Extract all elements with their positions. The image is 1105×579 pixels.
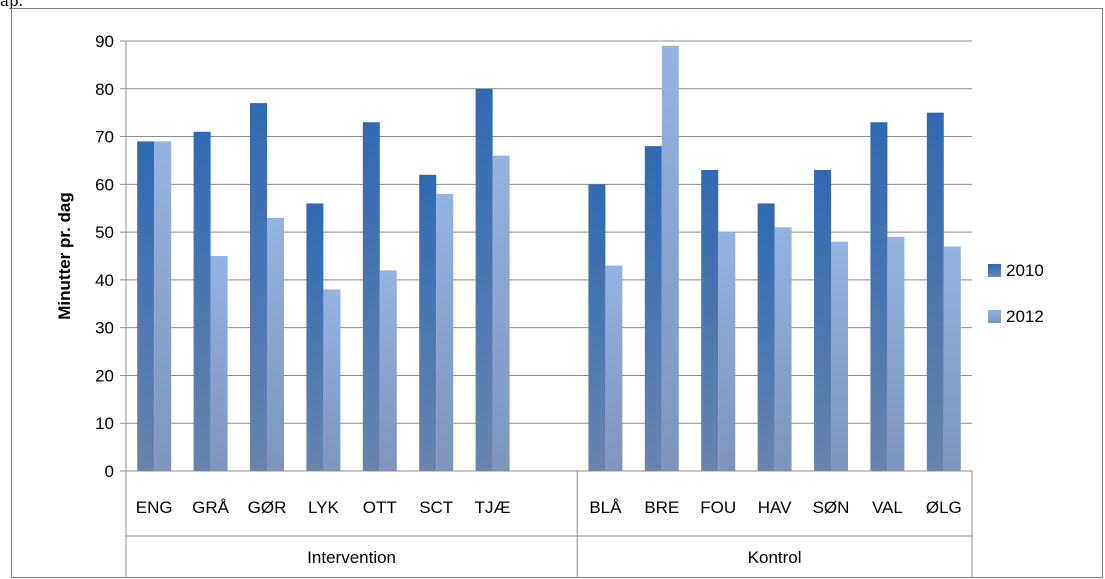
bar-2012 [943, 246, 961, 471]
x-category-label: GØR [248, 498, 287, 517]
y-tick-label: 70 [95, 128, 114, 147]
bar-2010 [701, 170, 719, 471]
y-tick-label: 40 [95, 271, 114, 290]
bar-2012 [887, 236, 905, 471]
y-tick-label: 50 [95, 223, 114, 242]
bar-2012 [718, 232, 736, 471]
x-category-label: BLÅ [589, 498, 622, 517]
y-tick-label: 60 [95, 175, 114, 194]
bars [137, 45, 961, 472]
group-label: Intervention [307, 548, 396, 567]
y-tick-label: 0 [105, 462, 114, 481]
bar-2010 [757, 203, 775, 471]
x-category-label: FOU [700, 498, 736, 517]
y-tick-label: 20 [95, 366, 114, 385]
bar-2012 [831, 241, 848, 471]
legend: 2010 2012 [988, 261, 1044, 326]
bar-2010 [250, 103, 267, 471]
page-top-text: ap. [0, 0, 24, 10]
bar-2010 [588, 184, 606, 472]
bar-2010 [926, 112, 944, 472]
y-axis-title: Minutter pr. dag [55, 192, 74, 320]
bar-2010 [870, 122, 888, 471]
bar-2012 [436, 193, 454, 471]
bar-2012 [774, 227, 792, 471]
bar-2010 [644, 146, 662, 471]
legend-swatch-2010 [988, 264, 1001, 277]
y-tick-label: 30 [95, 319, 114, 338]
x-category-label: OTT [363, 498, 397, 517]
x-category-label: HAV [758, 498, 792, 517]
chart-frame [11, 8, 1103, 578]
group-label: Kontrol [748, 548, 802, 567]
bar-2012 [323, 289, 341, 471]
x-category-label: ENG [136, 498, 173, 517]
legend-swatch-2012 [988, 310, 1001, 323]
bar-2012 [605, 265, 623, 471]
y-tick-label: 90 [95, 32, 114, 51]
bar-2010 [814, 170, 831, 471]
y-tick-label: 10 [95, 414, 114, 433]
bar-2010 [193, 131, 211, 471]
y-tick-label: 80 [95, 80, 114, 99]
bar-2012 [267, 217, 284, 471]
bar-2012 [379, 270, 397, 471]
bar-2010 [419, 174, 437, 471]
x-category-label: TJÆ [475, 498, 511, 517]
x-category-label: ØLG [926, 498, 962, 517]
bar-2010 [306, 203, 324, 471]
axes: 0 10 20 30 40 50 60 70 80 90 ENG GRÅ GØR LYK OTT SCT TJÆ… [95, 32, 973, 578]
bar-2012 [154, 141, 172, 472]
bar-2010 [137, 141, 155, 472]
x-category-label: SØN [813, 498, 850, 517]
x-category-label: VAL [872, 498, 903, 517]
bar-2012 [210, 256, 228, 471]
x-category-label: BRE [644, 498, 679, 517]
bar-2010 [362, 122, 380, 471]
x-category-label: SCT [419, 498, 453, 517]
bar-2012 [661, 45, 679, 472]
legend-label: 2010 [1006, 261, 1044, 280]
x-category-label: LYK [308, 498, 340, 517]
bar-2012 [492, 155, 510, 471]
legend-label: 2012 [1006, 307, 1044, 326]
x-category-label: GRÅ [192, 498, 230, 517]
bar-2010 [475, 88, 493, 472]
